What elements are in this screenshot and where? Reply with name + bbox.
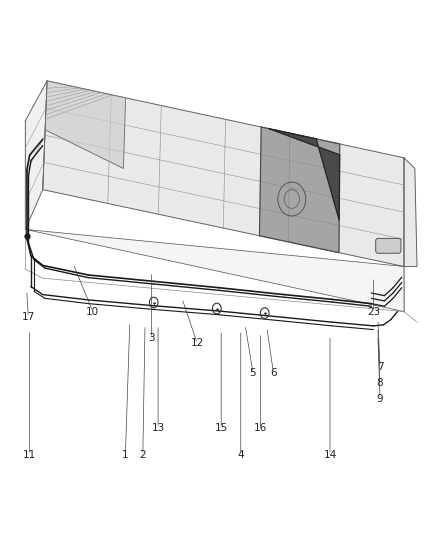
Text: 3: 3 [148,333,155,343]
Polygon shape [25,81,47,229]
Text: 11: 11 [23,450,36,460]
Text: 17: 17 [22,312,35,322]
Polygon shape [404,158,417,266]
Text: 13: 13 [152,423,165,433]
Text: 16: 16 [254,423,267,433]
Text: 15: 15 [215,423,228,433]
Polygon shape [269,129,339,220]
Text: 6: 6 [270,368,277,377]
Text: 1: 1 [122,450,129,460]
Text: 10: 10 [86,306,99,317]
Text: 9: 9 [377,394,383,404]
Text: 7: 7 [377,362,383,372]
Text: 5: 5 [250,368,256,377]
Text: 8: 8 [377,378,383,388]
Polygon shape [25,229,404,312]
Text: 14: 14 [323,450,337,460]
Polygon shape [43,81,404,266]
Text: 12: 12 [191,338,204,349]
FancyBboxPatch shape [376,238,401,253]
Polygon shape [259,127,340,253]
Text: 4: 4 [237,450,244,460]
Text: 23: 23 [367,306,380,317]
Text: 2: 2 [140,450,146,460]
Polygon shape [45,81,126,168]
